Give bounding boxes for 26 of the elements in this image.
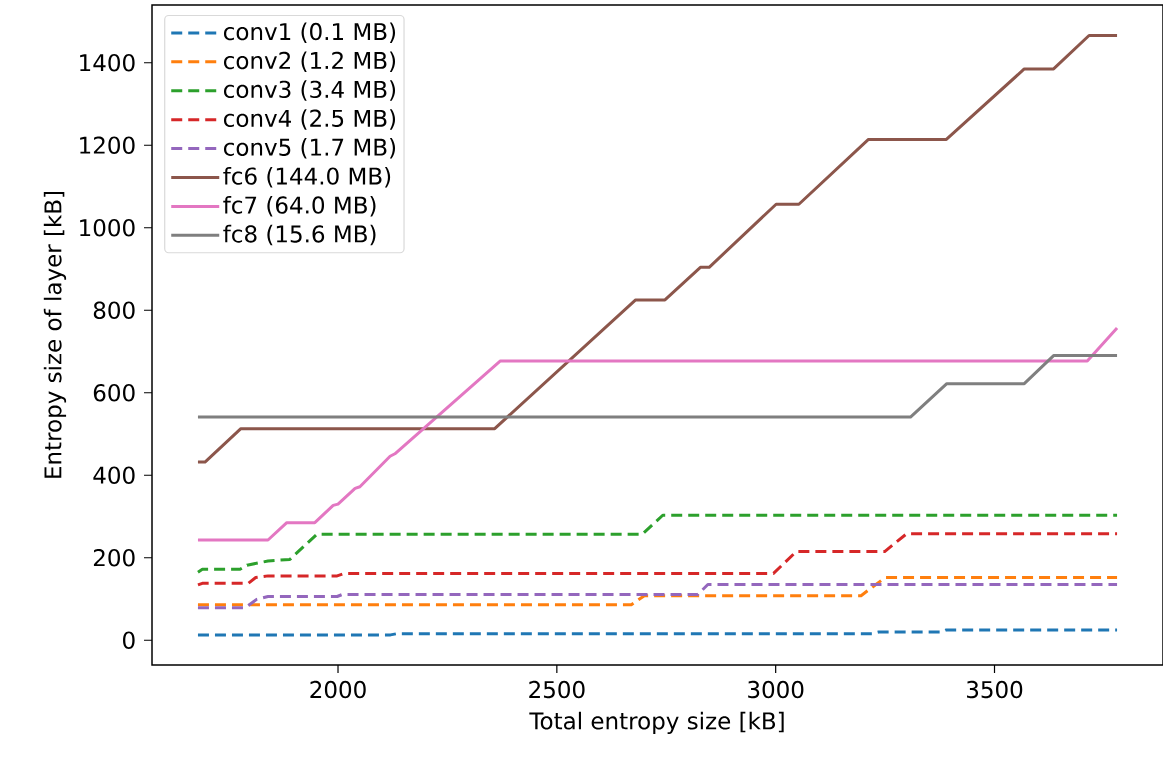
- legend-label: conv2 (1.2 MB): [224, 51, 396, 72]
- y-tick-label: 1400: [80, 54, 135, 72]
- y-axis-title: Entropy size of layer [kB]: [43, 191, 67, 478]
- line-series: [196, 532, 1119, 587]
- x-tick-label: 3500: [967, 680, 1023, 699]
- legend-label: fc7 (64.0 MB): [223, 195, 376, 217]
- y-tick-label: 800: [93, 301, 135, 319]
- x-tick-label: 2500: [529, 680, 585, 699]
- y-tick-label: 1000: [80, 219, 135, 237]
- legend-label: conv1 (0.1 MB): [224, 22, 396, 43]
- legend-label: conv3 (3.4 MB): [224, 80, 396, 101]
- y-tick-label: 0: [123, 631, 135, 649]
- y-tick-label: 200: [93, 549, 135, 567]
- line-series: [196, 583, 1119, 610]
- line-series: [196, 513, 1119, 574]
- line-series: [196, 326, 1119, 542]
- x-tick-label: 3000: [748, 680, 804, 699]
- y-tick-label: 600: [93, 384, 135, 402]
- legend-label: fc8 (15.6 MB): [223, 224, 376, 246]
- legend-label: conv4 (2.5 MB): [224, 109, 396, 130]
- y-tick-label: 400: [93, 466, 135, 484]
- y-tick-label: 1200: [80, 136, 135, 154]
- x-tick-label: 2000: [310, 680, 366, 699]
- x-axis-title: Total entropy size [kB]: [529, 711, 784, 735]
- legend-label: fc6 (144.0 MB): [223, 166, 391, 188]
- legend-label: conv5 (1.7 MB): [224, 138, 396, 159]
